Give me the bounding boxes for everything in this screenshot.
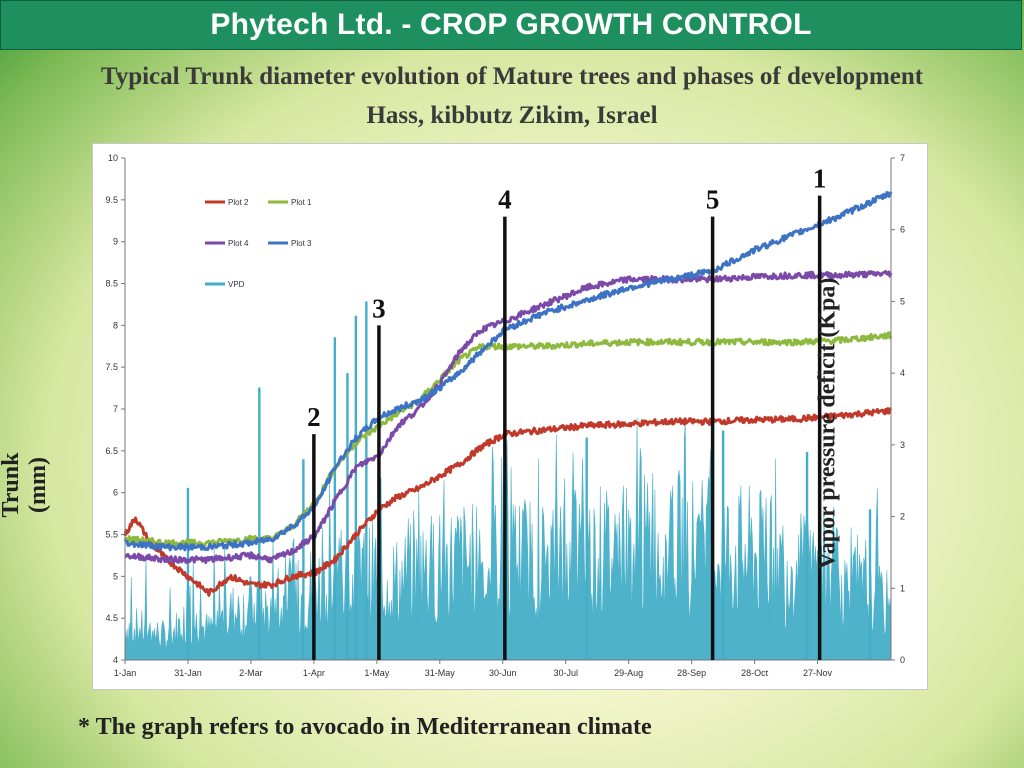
x-tick-label: 1-Apr [303, 668, 325, 678]
vpd-series-area [124, 417, 892, 661]
legend-label: Plot 3 [291, 239, 312, 248]
header-title: Phytech Ltd. - CROP GROWTH CONTROL [210, 8, 812, 41]
series-line-plot-4 [124, 270, 893, 564]
y-axis-label-left: Trunk (mm) [0, 452, 51, 518]
phase-marker-label: 1 [813, 164, 827, 194]
x-tick-label: 28-Sep [677, 668, 706, 678]
phase-markers-group: 2 3 4 5 1 [307, 164, 826, 660]
y-tick-label: 4.5 [105, 613, 118, 623]
phase-marker-label: 5 [706, 185, 720, 215]
y-tick-label: 10 [108, 153, 118, 163]
y2-tick-label: 2 [900, 512, 905, 522]
x-tick-label: 27-Nov [803, 668, 833, 678]
series-line-plot-1 [123, 331, 893, 548]
x-tick-label: 30-Jul [553, 668, 578, 678]
y-tick-label: 5.5 [105, 530, 118, 540]
y-tick-label: 8 [113, 320, 118, 330]
legend-label: Plot 2 [228, 198, 249, 207]
x-tick-label: 30-Jun [489, 668, 517, 678]
legend: Plot 2 Plot 1 Plot 4 Plot 3 VPD [205, 198, 312, 289]
y2-tick-label: 5 [900, 296, 905, 306]
y2-tick-label: 3 [900, 440, 905, 450]
y2-tick-label: 4 [900, 368, 905, 378]
y-tick-label: 7.5 [105, 362, 118, 372]
legend-label: Plot 4 [228, 239, 249, 248]
header-banner: Phytech Ltd. - CROP GROWTH CONTROL [0, 0, 1022, 50]
series-lines-group [123, 191, 893, 597]
y-tick-label: 4 [113, 655, 118, 665]
x-tick-label: 29-Aug [614, 668, 643, 678]
series-line-plot-2 [123, 407, 893, 597]
footnote: * The graph refers to avocado in Mediter… [78, 714, 652, 740]
y-tick-label: 6.5 [105, 446, 118, 456]
y-tick-label: 7 [113, 404, 118, 414]
chart-panel: 4 4.5 5 5.5 6 6.5 7 7.5 8 8.5 9 9.5 10 0 1 2 3 4 5 6 7 1-Jan 3… [92, 143, 928, 690]
y-tick-label: 6 [113, 488, 118, 498]
x-tick-label: 1-May [364, 668, 390, 678]
trunk-diameter-chart: 4 4.5 5 5.5 6 6.5 7 7.5 8 8.5 9 9.5 10 0 1 2 3 4 5 6 7 1-Jan 3… [105, 153, 905, 678]
legend-label: VPD [228, 280, 245, 289]
y2-tick-label: 1 [900, 583, 905, 593]
slide-subtitle: Hass, kibbutz Zikim, Israel [366, 102, 658, 129]
series-line-plot-3 [124, 191, 893, 552]
x-tick-label: 31-Jan [174, 668, 202, 678]
y-tick-label: 8.5 [105, 279, 118, 289]
phase-marker-label: 4 [498, 185, 512, 215]
phase-marker-label: 2 [307, 402, 321, 432]
slide-title: Typical Trunk diameter evolution of Matu… [100, 63, 924, 90]
vpd-area-group [124, 301, 892, 661]
y2-tick-label: 0 [900, 655, 905, 665]
y2-tick-label: 7 [900, 153, 905, 163]
phase-marker-label: 3 [372, 293, 386, 323]
axes-group: 4 4.5 5 5.5 6 6.5 7 7.5 8 8.5 9 9.5 10 0 1 2 3 4 5 6 7 1-Jan 3… [105, 153, 905, 678]
y-tick-label: 9 [113, 237, 118, 247]
y-tick-label: 9.5 [105, 195, 118, 205]
y-axis-label-right: Vapor pressure deficit (Kpa) [814, 277, 841, 570]
x-tick-label: 2-Mar [239, 668, 263, 678]
x-tick-label: 28-Oct [741, 668, 769, 678]
legend-label: Plot 1 [291, 198, 312, 207]
y2-tick-label: 6 [900, 225, 905, 235]
x-tick-label: 1-Jan [114, 668, 137, 678]
x-tick-label: 31-May [425, 668, 456, 678]
y-tick-label: 5 [113, 571, 118, 581]
